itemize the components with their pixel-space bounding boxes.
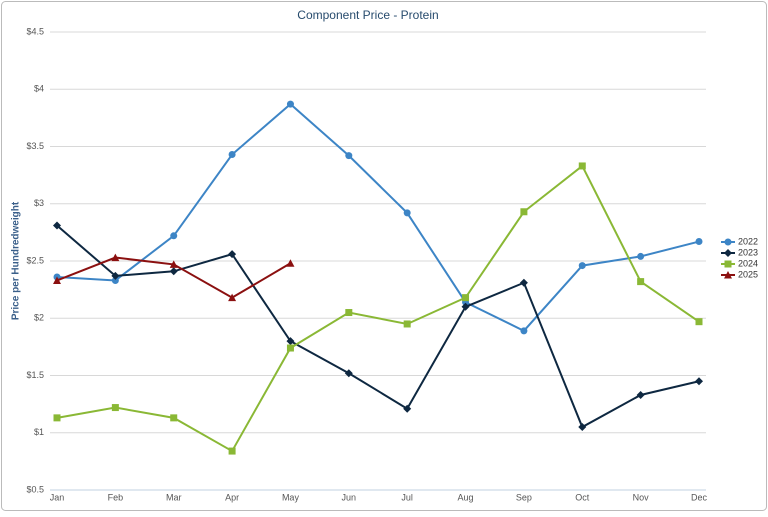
x-tick-label: Jan: [50, 492, 65, 502]
point: [111, 271, 120, 280]
y-tick-label: $1: [34, 427, 44, 437]
legend-marker: [724, 260, 732, 268]
y-axis-label: Price per Hundredweight: [11, 201, 22, 320]
point: [170, 414, 178, 422]
point: [695, 377, 703, 386]
point: [637, 252, 645, 260]
point: [344, 369, 353, 378]
point: [111, 404, 119, 412]
point: [403, 404, 412, 413]
point: [228, 250, 237, 259]
point: [637, 278, 645, 286]
series-line: [56, 164, 700, 453]
point: [695, 238, 703, 246]
point: [578, 423, 587, 432]
point: [228, 293, 237, 302]
x-tick-label: Apr: [225, 492, 239, 502]
y-tick-label: $1.5: [26, 370, 44, 380]
point: [169, 260, 178, 268]
series-line: [56, 224, 700, 429]
point: [286, 344, 294, 352]
point: [228, 151, 236, 159]
point: [578, 162, 586, 170]
y-tick-label: $4.5: [26, 26, 44, 36]
point: [53, 221, 61, 230]
point: [228, 447, 236, 455]
point: [286, 259, 295, 267]
x-tick-label: Aug: [458, 492, 474, 502]
point: [286, 100, 294, 108]
point: [403, 209, 411, 217]
point: [519, 278, 528, 287]
x-tick-label: May: [282, 492, 300, 502]
legend-label: 2024: [738, 258, 758, 268]
y-tick-label: $4: [34, 84, 44, 94]
point: [520, 327, 528, 335]
legend-marker: [724, 249, 732, 257]
legend-label: 2023: [738, 247, 758, 257]
x-tick-label: Jun: [342, 492, 357, 502]
x-tick-label: Mar: [166, 492, 182, 502]
point: [53, 414, 61, 422]
point: [169, 267, 178, 276]
legend-label: 2022: [738, 236, 758, 246]
point: [695, 318, 703, 326]
point: [111, 253, 120, 262]
point: [345, 309, 353, 317]
point: [578, 262, 586, 270]
point: [345, 152, 353, 160]
legend-marker: [724, 271, 732, 279]
x-tick-label: Nov: [633, 492, 650, 502]
point: [53, 276, 61, 284]
point: [461, 302, 470, 311]
point: [636, 390, 645, 399]
point: [520, 208, 528, 216]
y-tick-label: $2: [34, 313, 44, 323]
legend-label: 2025: [738, 269, 758, 279]
chart-title: Component Price - Protein: [297, 8, 438, 22]
x-tick-label: Sep: [516, 492, 532, 502]
point: [403, 320, 411, 328]
point: [286, 337, 295, 346]
y-tick-label: $0.5: [26, 484, 44, 494]
y-tick-label: $2.5: [26, 255, 44, 265]
y-tick-label: $3: [34, 198, 44, 208]
y-tick-label: $3.5: [26, 141, 44, 151]
x-tick-label: Jul: [401, 492, 413, 502]
point: [170, 232, 178, 240]
x-tick-label: Dec: [691, 492, 708, 502]
point: [111, 276, 119, 284]
legend-marker: [724, 238, 732, 246]
point: [462, 294, 470, 302]
series-line: [56, 102, 700, 333]
x-tick-label: Oct: [575, 492, 590, 502]
x-tick-label: Feb: [108, 492, 124, 502]
